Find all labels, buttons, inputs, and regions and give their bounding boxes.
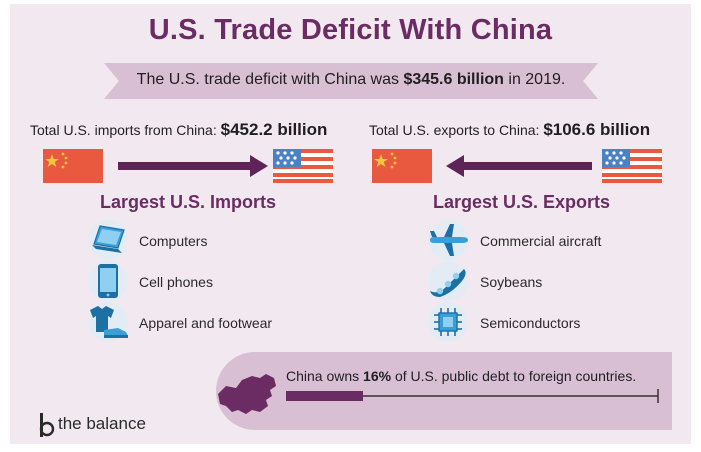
summary-text: The U.S. trade deficit with China was $3…: [136, 71, 566, 88]
china-flag-icon: [372, 149, 432, 183]
import-item-cell-phones: Cell phones: [139, 274, 213, 290]
exports-total-value: $106.6 billion: [543, 120, 651, 139]
export-item-semiconductors: Semiconductors: [480, 315, 581, 331]
import-item-computers: Computers: [139, 233, 208, 249]
imports-heading: Largest U.S. Imports: [100, 192, 277, 212]
debt-share-fill: [286, 391, 363, 401]
soybeans-icon: [430, 269, 466, 297]
china-map-icon: [218, 374, 276, 414]
apparel-footwear-icon: [90, 306, 128, 338]
exports-arrow-icon: [446, 155, 592, 177]
semiconductor-chip-icon: [434, 308, 462, 336]
china-flag-icon: [43, 149, 103, 183]
export-item-soybeans: Soybeans: [480, 274, 543, 290]
imports-total: Total U.S. imports from China: $452.2 bi…: [30, 120, 328, 139]
import-item-apparel-footwear: Apparel and footwear: [139, 315, 273, 331]
imports-arrow-icon: [118, 155, 268, 177]
exports-total: Total U.S. exports to China: $106.6 bill…: [369, 120, 651, 139]
summary-ribbon: [104, 63, 598, 99]
cell-phone-icon: [98, 264, 118, 298]
debt-share-bar: [286, 389, 659, 403]
laptop-icon: [92, 225, 125, 253]
airplane-icon: [430, 224, 468, 256]
us-flag-icon: [602, 149, 662, 183]
debt-text: China owns 16% of U.S. public debt to fo…: [286, 368, 637, 384]
the-balance-logo-icon: [39, 413, 55, 437]
exports-heading: Largest U.S. Exports: [433, 192, 611, 212]
export-item-commercial-aircraft: Commercial aircraft: [480, 233, 602, 249]
deficit-amount: $345.6 billion: [403, 71, 504, 88]
debt-percent: 16%: [363, 368, 392, 384]
us-flag-icon: [273, 149, 333, 183]
brand-name: the balance: [58, 414, 146, 433]
imports-total-value: $452.2 billion: [220, 120, 328, 139]
page-title: U.S. Trade Deficit With China: [148, 14, 553, 46]
